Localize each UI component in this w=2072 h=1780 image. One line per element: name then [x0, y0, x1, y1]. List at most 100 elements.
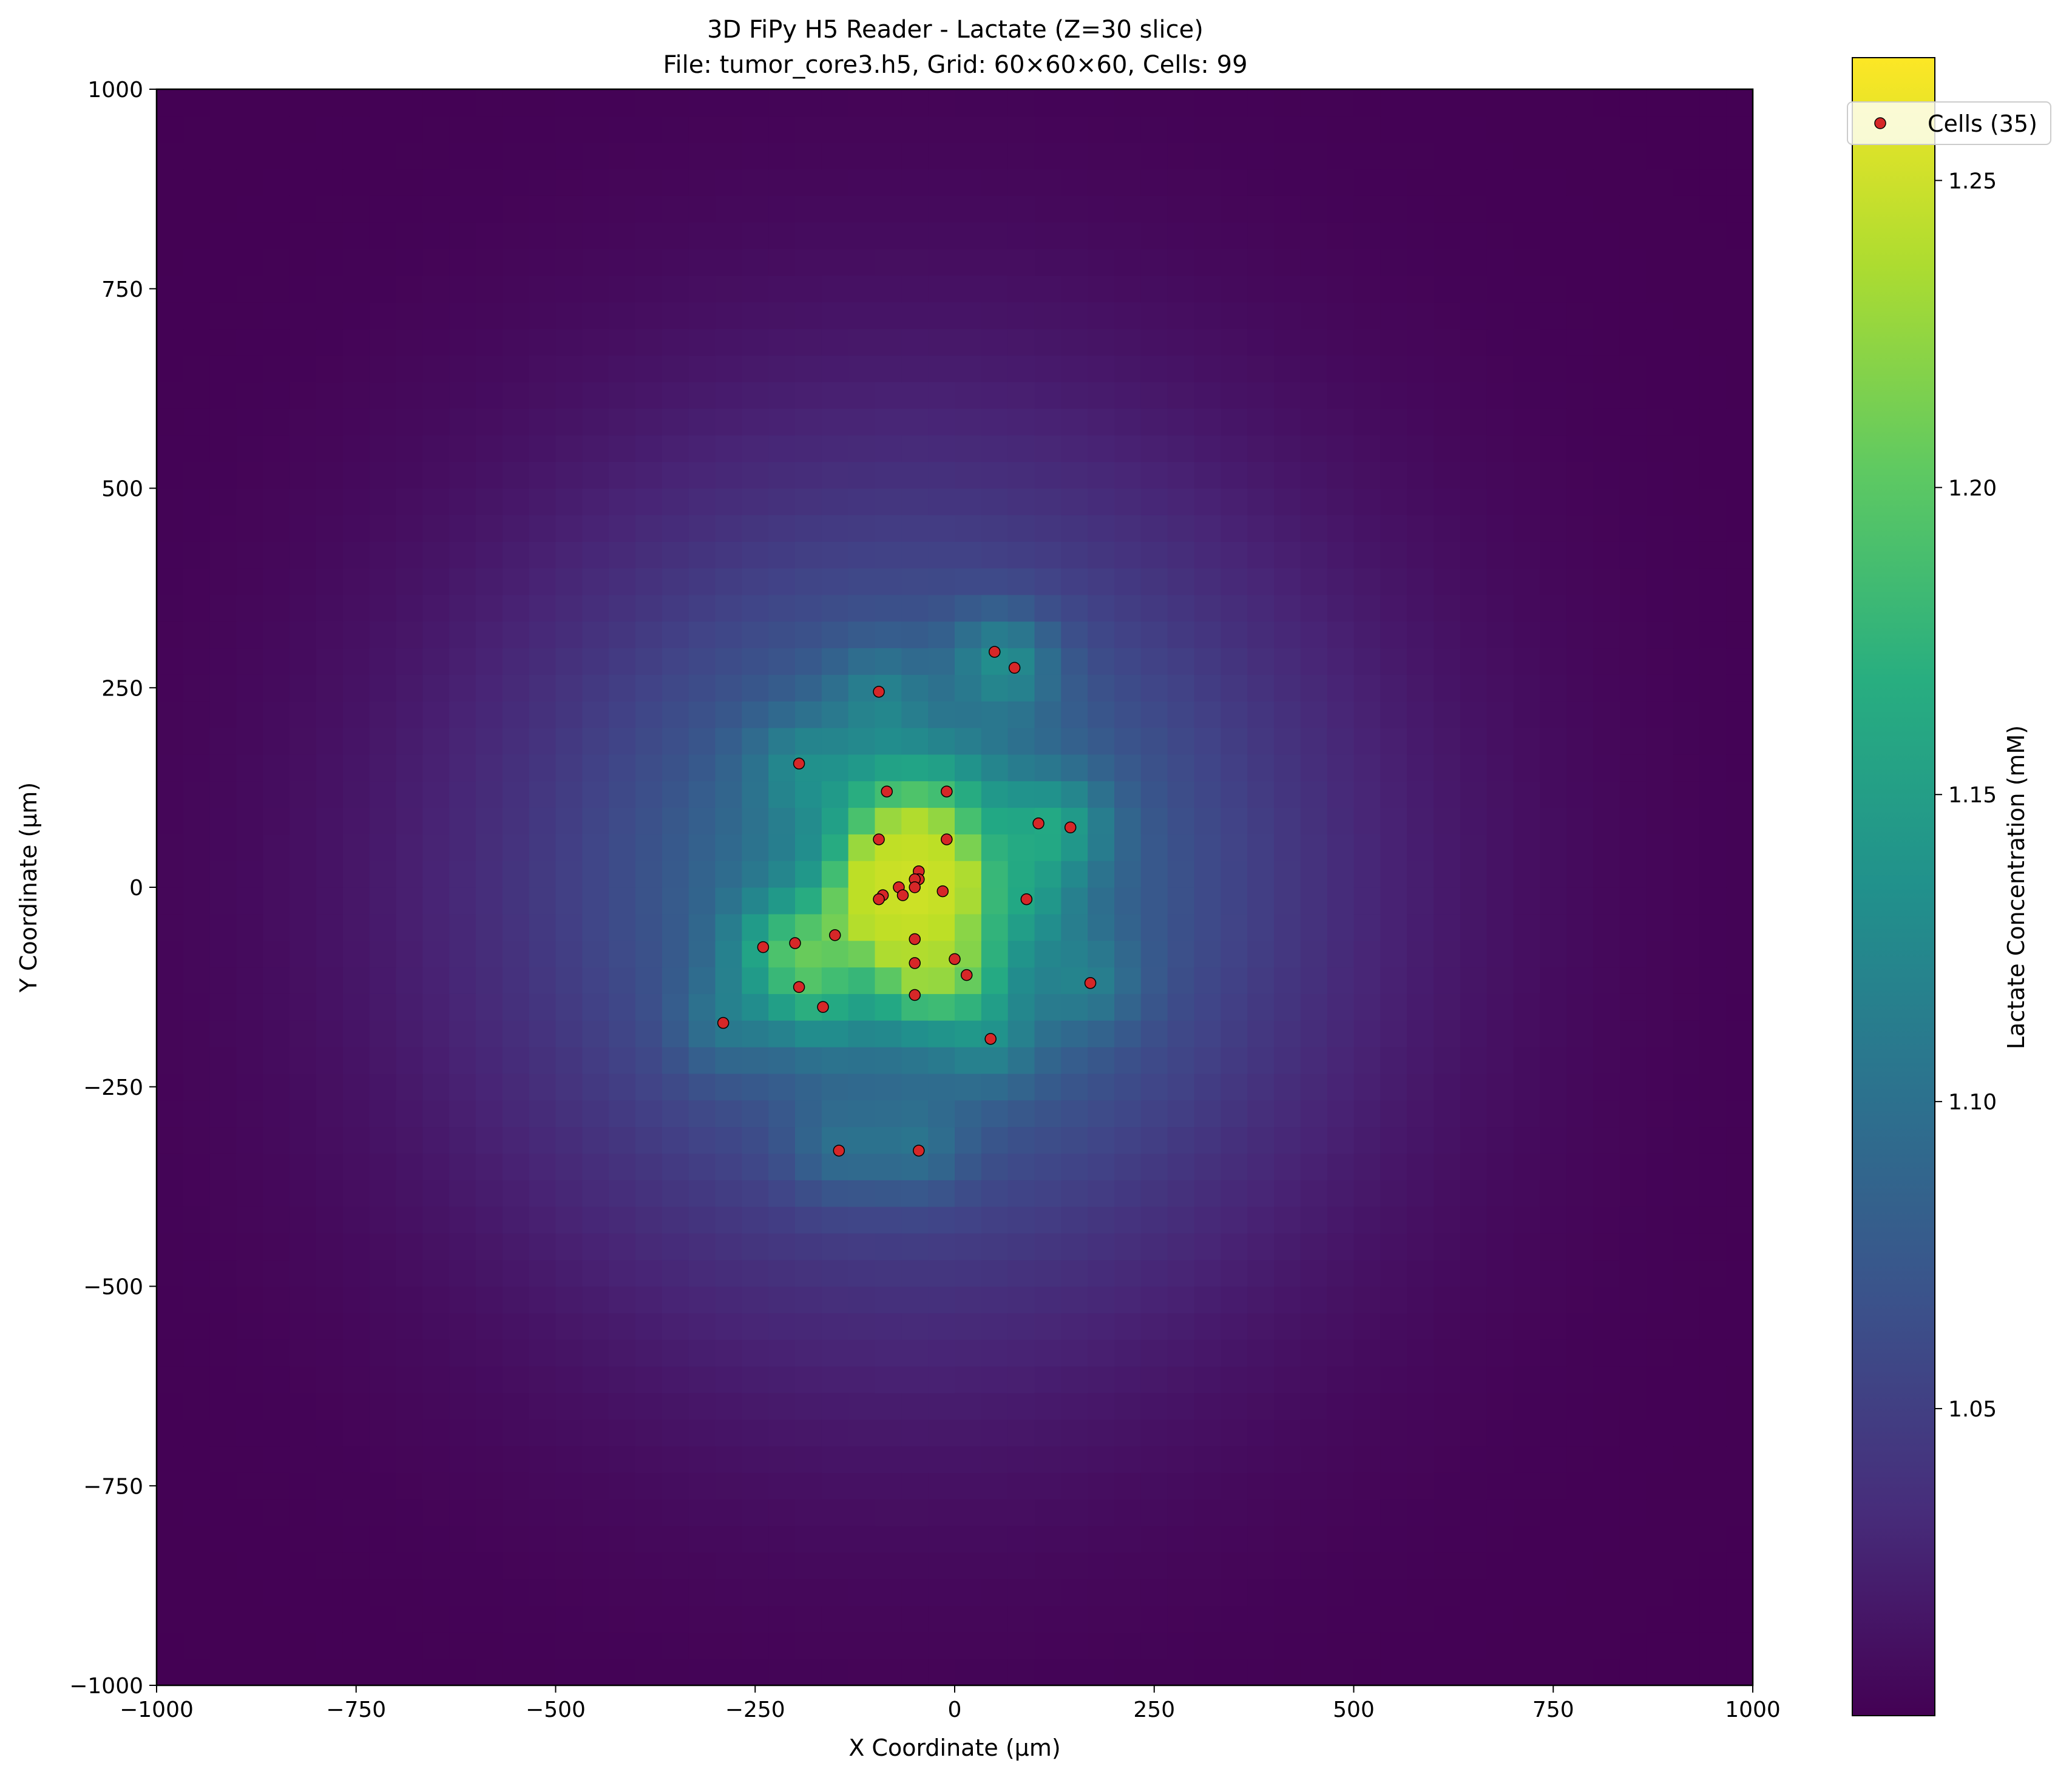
heatmap-cell — [928, 435, 955, 462]
heatmap-cell — [1699, 488, 1727, 515]
heatmap-cell — [875, 115, 902, 143]
heatmap-cell — [1593, 887, 1620, 915]
heatmap-cell — [1194, 887, 1221, 915]
heatmap-cell — [981, 1100, 1009, 1128]
heatmap-cell — [1460, 621, 1488, 649]
heatmap-cell — [1247, 1392, 1275, 1420]
heatmap-cell — [609, 568, 636, 595]
heatmap-cell — [1167, 594, 1195, 622]
heatmap-cell — [955, 1392, 982, 1420]
heatmap-cell — [1300, 1499, 1328, 1526]
heatmap-cell — [1486, 1180, 1514, 1207]
heatmap-cell — [369, 1020, 397, 1047]
heatmap-cell — [1513, 1552, 1540, 1580]
heatmap-cell — [1673, 807, 1700, 834]
heatmap-cell — [1353, 1605, 1381, 1633]
heatmap-cell — [928, 169, 955, 196]
heatmap-cell — [1061, 222, 1088, 249]
heatmap-cell — [1114, 1659, 1142, 1686]
heatmap-cell — [1407, 1180, 1434, 1207]
heatmap-cell — [1061, 355, 1088, 382]
heatmap-cell — [1221, 89, 1248, 117]
heatmap-cell — [342, 754, 370, 782]
heatmap-cell — [555, 461, 583, 489]
heatmap-cell — [1566, 568, 1594, 595]
heatmap-cell — [1353, 1446, 1381, 1473]
heatmap-cell — [236, 142, 263, 170]
heatmap-cell — [1673, 834, 1700, 861]
heatmap-cell — [768, 1233, 796, 1261]
heatmap-cell — [1380, 1499, 1407, 1526]
heatmap-cell — [555, 541, 583, 569]
heatmap-cell — [555, 1472, 583, 1500]
heatmap-cell — [875, 1153, 902, 1180]
heatmap-cell — [901, 1100, 929, 1128]
heatmap-cell — [609, 1446, 636, 1473]
heatmap-cell — [1513, 1100, 1540, 1128]
heatmap-cell — [715, 940, 742, 968]
heatmap-cell — [1726, 940, 1753, 968]
heatmap-cell — [582, 461, 609, 489]
heatmap-cell — [1140, 1100, 1168, 1128]
heatmap-cell — [236, 594, 263, 622]
heatmap-cell — [1646, 1073, 1674, 1101]
heatmap-cell — [1646, 1206, 1674, 1234]
heatmap-cell — [209, 1339, 237, 1367]
chart-title: 3D FiPy H5 Reader - Lactate (Z=30 slice) — [707, 16, 1204, 44]
heatmap-cell — [662, 621, 689, 649]
heatmap-cell — [342, 1259, 370, 1287]
heatmap-cell — [635, 1126, 663, 1154]
heatmap-cell — [1619, 780, 1647, 808]
heatmap-cell — [1114, 1047, 1142, 1074]
heatmap-cell — [901, 1313, 929, 1340]
heatmap-cell — [848, 1233, 876, 1261]
heatmap-cell — [422, 674, 450, 702]
heatmap-cell — [476, 1047, 503, 1074]
heatmap-cell — [1034, 1073, 1061, 1101]
heatmap-cell — [609, 461, 636, 489]
heatmap-cell — [1221, 594, 1248, 622]
heatmap-cell — [1034, 89, 1061, 117]
heatmap-cell — [1140, 1605, 1168, 1633]
heatmap-cell — [289, 142, 317, 170]
heatmap-cell — [449, 302, 476, 330]
heatmap-cell — [502, 621, 530, 649]
heatmap-cell — [1566, 1153, 1594, 1180]
heatmap-cell — [157, 1233, 184, 1261]
heatmap-cell — [1540, 1073, 1567, 1101]
heatmap-cell — [1726, 1392, 1753, 1420]
heatmap-cell — [1167, 940, 1195, 968]
heatmap-cell — [1566, 142, 1594, 170]
heatmap-cell — [662, 1153, 689, 1180]
heatmap-cell — [422, 568, 450, 595]
heatmap-cell — [236, 515, 263, 542]
heatmap-cell — [502, 1366, 530, 1393]
heatmap-cell — [369, 621, 397, 649]
heatmap-cell — [1593, 1153, 1620, 1180]
heatmap-cell — [795, 1552, 822, 1580]
heatmap-cell — [901, 355, 929, 382]
heatmap-cell — [183, 648, 211, 675]
heatmap-cell — [1061, 1020, 1088, 1047]
y-tick-label: 0 — [129, 876, 143, 901]
heatmap-cell — [236, 967, 263, 994]
heatmap-cell — [795, 887, 822, 915]
heatmap-cell — [1619, 222, 1647, 249]
heatmap-cell — [263, 1286, 290, 1313]
heatmap-cell — [263, 1526, 290, 1553]
heatmap-cell — [1167, 1126, 1195, 1154]
heatmap-cell — [1167, 701, 1195, 728]
heatmap-cell — [1300, 594, 1328, 622]
heatmap-cell — [1540, 1126, 1567, 1154]
heatmap-cell — [1619, 169, 1647, 196]
heatmap-cell — [449, 408, 476, 436]
heatmap-cell — [209, 1659, 237, 1686]
heatmap-cell — [1114, 1126, 1142, 1154]
heatmap-cell — [848, 1180, 876, 1207]
heatmap-cell — [555, 488, 583, 515]
heatmap-cell — [1434, 89, 1461, 117]
heatmap-cell — [316, 834, 344, 861]
heatmap-cell — [555, 621, 583, 649]
heatmap-cell — [1114, 1392, 1142, 1420]
heatmap-cell — [555, 1047, 583, 1074]
